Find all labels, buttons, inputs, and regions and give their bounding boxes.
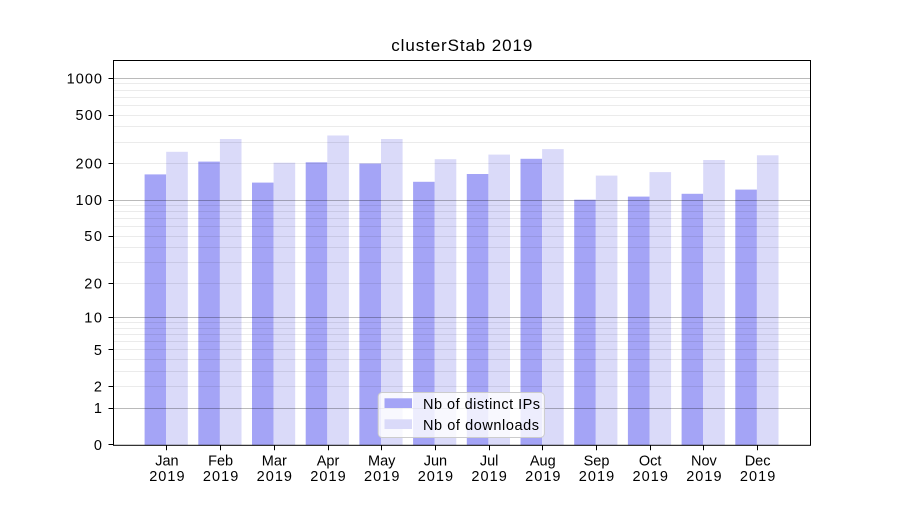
svg-text:500: 500 — [76, 108, 103, 124]
svg-text:May: May — [368, 453, 396, 469]
svg-text:2019: 2019 — [257, 469, 292, 485]
svg-text:Mar: Mar — [262, 453, 287, 469]
svg-text:Nov: Nov — [691, 453, 718, 469]
svg-text:0: 0 — [94, 438, 102, 454]
svg-text:2019: 2019 — [579, 469, 614, 485]
svg-text:Oct: Oct — [639, 453, 662, 469]
svg-text:Jan: Jan — [155, 453, 178, 469]
svg-text:2019: 2019 — [686, 469, 721, 485]
svg-text:clusterStab 2019: clusterStab 2019 — [391, 36, 532, 55]
svg-text:2019: 2019 — [310, 469, 345, 485]
svg-text:Nb of downloads: Nb of downloads — [423, 418, 539, 434]
svg-text:2019: 2019 — [203, 469, 238, 485]
svg-text:Jul: Jul — [480, 453, 499, 469]
svg-text:1: 1 — [94, 401, 102, 417]
svg-text:2019: 2019 — [364, 469, 399, 485]
svg-text:2: 2 — [94, 380, 102, 396]
svg-text:100: 100 — [76, 193, 103, 209]
svg-text:5: 5 — [94, 343, 102, 359]
svg-text:Jun: Jun — [424, 453, 447, 469]
svg-text:2019: 2019 — [525, 469, 560, 485]
svg-text:Dec: Dec — [745, 453, 771, 469]
svg-text:20: 20 — [84, 276, 102, 292]
svg-text:1000: 1000 — [67, 71, 102, 87]
svg-text:2019: 2019 — [418, 469, 453, 485]
svg-text:2019: 2019 — [149, 469, 184, 485]
svg-text:2019: 2019 — [633, 469, 668, 485]
svg-text:Nb of distinct IPs: Nb of distinct IPs — [423, 397, 540, 413]
svg-text:50: 50 — [84, 229, 102, 245]
svg-text:2019: 2019 — [740, 469, 775, 485]
svg-text:Apr: Apr — [317, 453, 340, 469]
svg-text:Feb: Feb — [208, 453, 233, 469]
svg-text:Sep: Sep — [584, 453, 610, 469]
svg-text:200: 200 — [76, 156, 103, 172]
svg-text:Aug: Aug — [530, 453, 556, 469]
svg-text:10: 10 — [84, 311, 102, 327]
svg-text:2019: 2019 — [471, 469, 506, 485]
